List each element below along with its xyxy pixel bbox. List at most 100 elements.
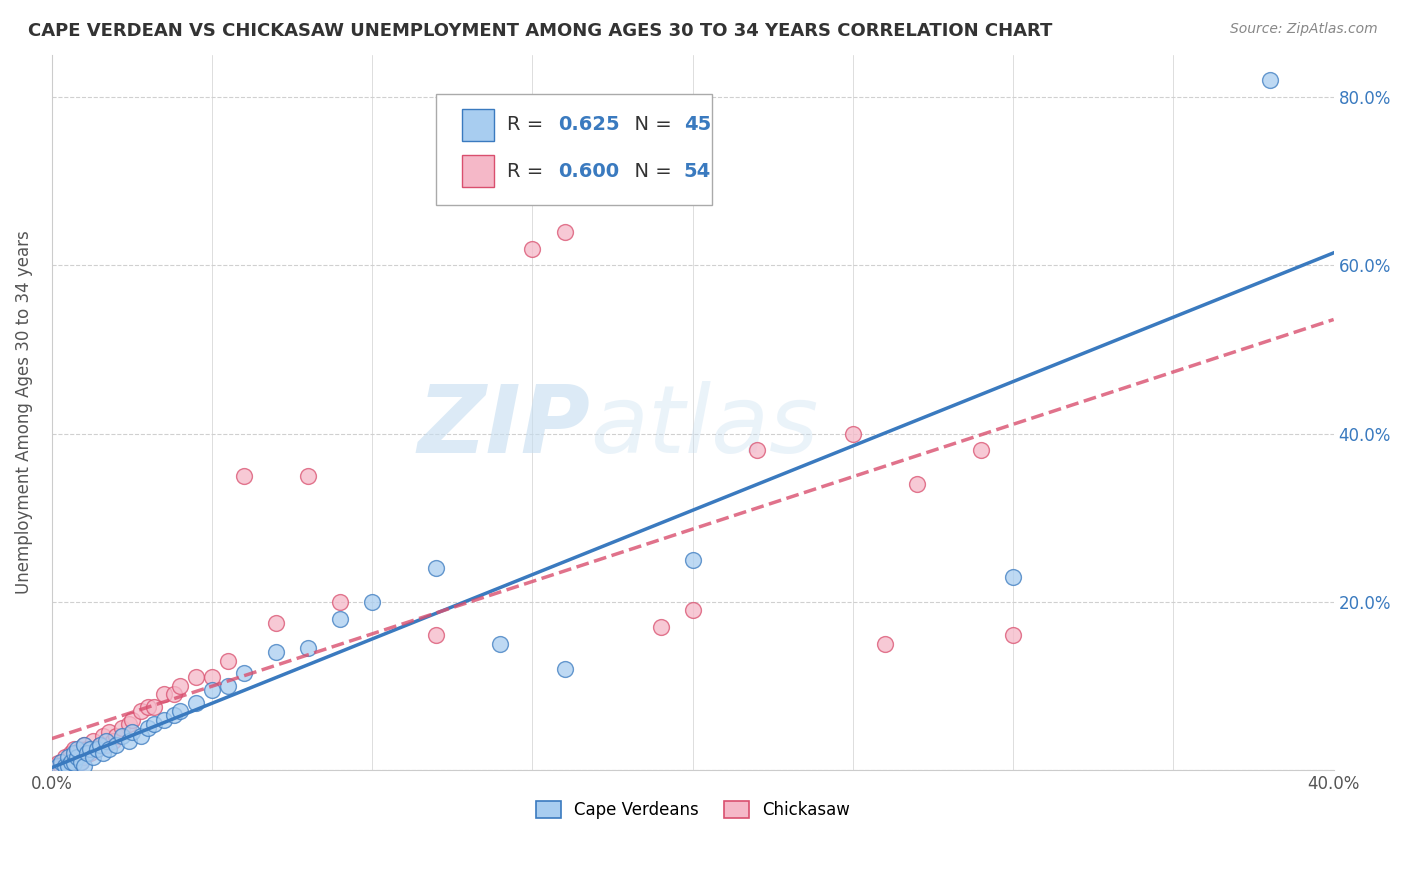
Point — [233, 468, 256, 483]
Point — [329, 612, 352, 626]
Point — [63, 756, 86, 771]
Point — [111, 721, 134, 735]
Point — [217, 654, 239, 668]
Bar — [463, 155, 494, 187]
Point — [51, 759, 73, 773]
Point — [91, 746, 114, 760]
Point — [201, 683, 224, 698]
Point — [73, 738, 96, 752]
Point — [111, 730, 134, 744]
Point — [425, 561, 447, 575]
Point — [63, 742, 86, 756]
Point — [96, 738, 118, 752]
Point — [489, 637, 512, 651]
Point — [264, 615, 287, 630]
Point — [184, 696, 207, 710]
Point — [169, 679, 191, 693]
Point — [98, 725, 121, 739]
Point — [63, 746, 86, 760]
Point — [79, 742, 101, 756]
Point — [44, 759, 66, 773]
Point — [233, 666, 256, 681]
Text: 54: 54 — [683, 161, 711, 181]
Point — [66, 742, 89, 756]
Point — [86, 742, 108, 756]
Point — [59, 755, 82, 769]
Point — [361, 595, 384, 609]
Point — [153, 713, 176, 727]
Text: atlas: atlas — [591, 382, 818, 473]
Point — [56, 759, 79, 773]
Point — [46, 756, 69, 771]
Point — [153, 687, 176, 701]
Point — [53, 750, 76, 764]
Point — [217, 679, 239, 693]
Text: 0.600: 0.600 — [558, 161, 619, 181]
Point — [86, 742, 108, 756]
Point — [425, 628, 447, 642]
Point — [873, 637, 896, 651]
Point — [69, 755, 91, 769]
Point — [53, 759, 76, 773]
Point — [98, 742, 121, 756]
Point — [1002, 628, 1025, 642]
Point — [121, 725, 143, 739]
Point — [131, 704, 153, 718]
Point — [63, 756, 86, 771]
Point — [104, 738, 127, 752]
Point — [297, 641, 319, 656]
Point — [73, 750, 96, 764]
Point — [329, 595, 352, 609]
Point — [89, 738, 111, 752]
Text: N =: N = — [623, 115, 678, 135]
Point — [553, 662, 575, 676]
Bar — [463, 109, 494, 141]
Point — [1002, 569, 1025, 583]
Point — [184, 671, 207, 685]
Point — [101, 733, 124, 747]
Text: N =: N = — [623, 161, 678, 181]
Point — [522, 242, 544, 256]
Point — [56, 759, 79, 773]
Point — [89, 738, 111, 752]
Point — [842, 426, 865, 441]
Text: 0.625: 0.625 — [558, 115, 620, 135]
Point — [96, 733, 118, 747]
Point — [169, 704, 191, 718]
Point — [121, 713, 143, 727]
Point — [136, 700, 159, 714]
Point — [143, 700, 166, 714]
Point — [59, 755, 82, 769]
Point — [82, 733, 104, 747]
Point — [79, 746, 101, 760]
Point — [136, 721, 159, 735]
Point — [682, 553, 704, 567]
Point — [264, 645, 287, 659]
Point — [51, 755, 73, 769]
Point — [970, 443, 993, 458]
Point — [131, 730, 153, 744]
Text: 45: 45 — [683, 115, 711, 135]
Point — [297, 468, 319, 483]
Point — [66, 750, 89, 764]
Point — [1258, 73, 1281, 87]
Text: CAPE VERDEAN VS CHICKASAW UNEMPLOYMENT AMONG AGES 30 TO 34 YEARS CORRELATION CHA: CAPE VERDEAN VS CHICKASAW UNEMPLOYMENT A… — [28, 22, 1053, 40]
Point — [59, 746, 82, 760]
Point — [104, 730, 127, 744]
Point — [76, 746, 98, 760]
Point — [76, 742, 98, 756]
Point — [118, 716, 141, 731]
Point — [69, 742, 91, 756]
Point — [162, 708, 184, 723]
Point — [553, 225, 575, 239]
Legend: Cape Verdeans, Chickasaw: Cape Verdeans, Chickasaw — [529, 795, 856, 826]
Point — [162, 687, 184, 701]
Point — [905, 477, 928, 491]
Point — [69, 755, 91, 769]
Text: R =: R = — [506, 115, 550, 135]
Point — [143, 716, 166, 731]
Point — [53, 755, 76, 769]
Point — [91, 730, 114, 744]
Point — [66, 750, 89, 764]
Point — [73, 759, 96, 773]
